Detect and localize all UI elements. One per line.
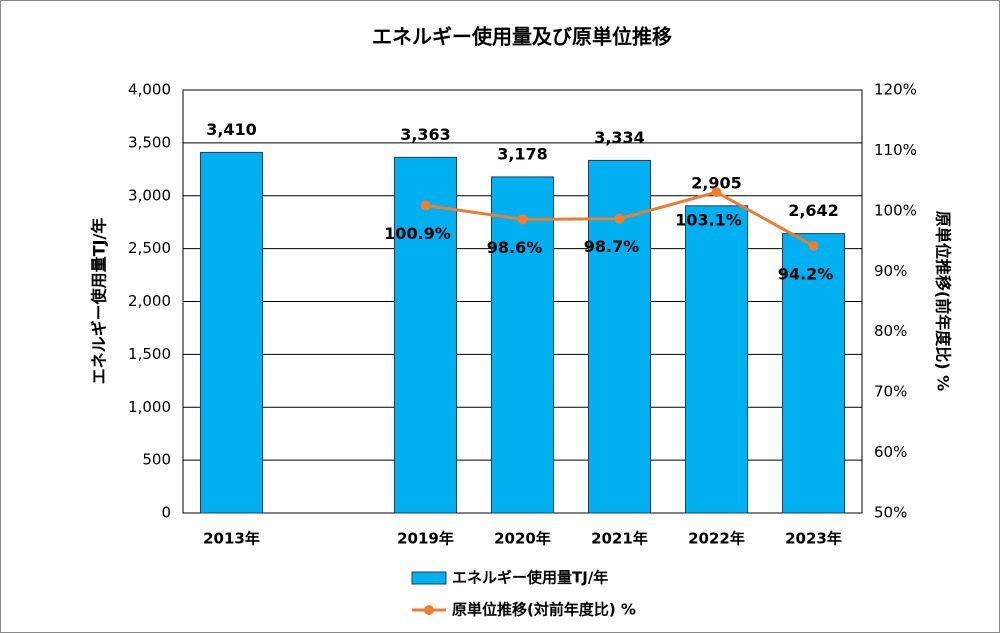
y-tick-label: 4,000 — [128, 81, 171, 99]
line-marker — [711, 187, 722, 198]
y-tick-label: 3,500 — [128, 133, 171, 151]
y2-tick-label: 80% — [874, 322, 907, 340]
x-tick-label: 2020年 — [494, 530, 551, 548]
line-marker — [517, 214, 528, 225]
y-axis-label: エネルギー使用量TJ/年 — [90, 218, 109, 385]
bar — [781, 233, 846, 514]
y2-tick-label: 90% — [874, 262, 907, 280]
y-tick-label: 0 — [161, 504, 171, 522]
line-marker — [614, 213, 625, 224]
data-label: 103.1% — [675, 211, 742, 230]
y-tick-label: 500 — [142, 451, 171, 469]
chart-title: エネルギー使用量及び原単位推移 — [372, 25, 672, 49]
data-label: 3,363 — [400, 125, 451, 144]
line-marker — [420, 200, 431, 211]
line-marker — [808, 240, 819, 251]
data-label: 3,178 — [497, 144, 548, 163]
y2-tick-label: 100% — [874, 201, 917, 219]
data-label: 2,905 — [691, 173, 742, 192]
legend-swatch — [424, 605, 434, 615]
y-tick-label: 2,000 — [128, 292, 171, 310]
x-tick-label: 2013年 — [203, 530, 260, 548]
data-label: 3,410 — [206, 120, 257, 139]
bar — [199, 151, 264, 514]
y2-axis-label: 原単位推移(前年度比) % — [934, 211, 953, 391]
bar — [684, 205, 749, 514]
data-label: 100.9% — [384, 224, 451, 243]
legend-label: 原単位推移(対前年度比) % — [452, 601, 636, 619]
y-tick-label: 1,000 — [128, 398, 171, 416]
y2-tick-label: 50% — [874, 504, 907, 522]
y2-tick-label: 120% — [874, 81, 917, 99]
bar — [490, 176, 555, 514]
data-label: 98.7% — [584, 237, 640, 256]
y2-tick-label: 60% — [874, 443, 907, 461]
legend-swatch — [411, 571, 447, 585]
x-tick-label: 2019年 — [397, 530, 454, 548]
data-label: 98.6% — [487, 238, 543, 257]
data-label: 3,334 — [594, 128, 645, 147]
data-label: 2,642 — [788, 201, 839, 220]
y-tick-label: 3,000 — [128, 186, 171, 204]
data-label: 94.2% — [778, 264, 834, 283]
bar — [393, 156, 458, 514]
legend-label: エネルギー使用量TJ/年 — [452, 569, 608, 587]
x-tick-label: 2021年 — [591, 530, 648, 548]
y2-tick-label: 110% — [874, 141, 917, 159]
x-tick-label: 2022年 — [688, 530, 745, 548]
y2-tick-label: 70% — [874, 383, 907, 401]
y-tick-label: 1,500 — [128, 345, 171, 363]
x-tick-label: 2023年 — [785, 530, 842, 548]
y-tick-label: 2,500 — [128, 239, 171, 257]
